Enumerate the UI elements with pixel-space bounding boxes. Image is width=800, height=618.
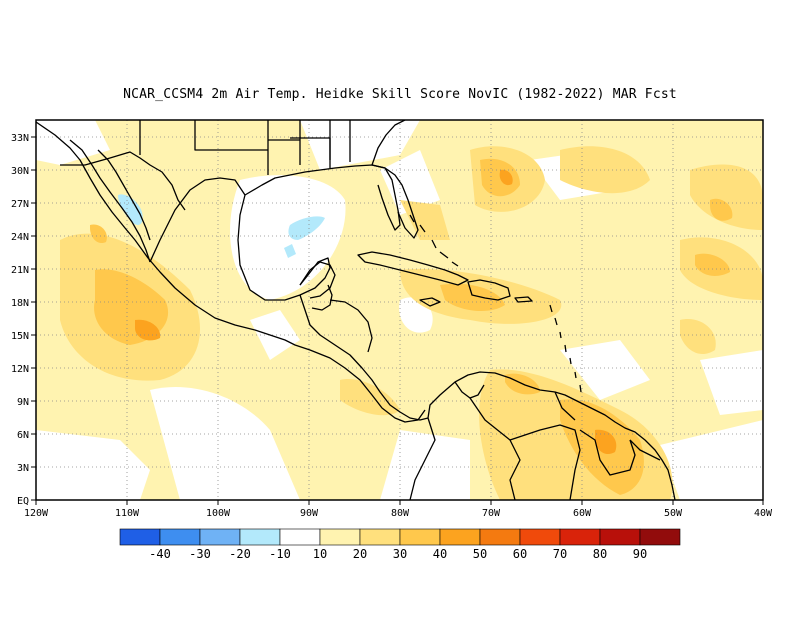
colorbar-swatch [199,528,241,546]
colorbar-swatch [639,528,681,546]
lon-tick-label: 100W [206,508,231,519]
colorbar-swatch [559,528,601,546]
lat-tick-label: 27N [11,199,29,210]
lon-tick-label: 40W [754,508,773,519]
lat-tick-label: 30N [11,166,29,177]
lat-tick-label: 15N [11,331,29,342]
lon-tick-label: 50W [664,508,683,519]
colorbar-label: 70 [553,547,567,561]
colorbar-label: -40 [149,547,171,561]
lat-tick-label: 33N [11,133,29,144]
skill-field [36,120,763,500]
lon-tick-label: 110W [115,508,140,519]
colorbar-label: 40 [433,547,447,561]
colorbar-swatch [319,528,361,546]
coastlines [36,120,676,500]
colorbar-swatch [519,528,561,546]
colorbar-swatch [119,528,161,546]
lat-tick-label: 9N [17,397,29,408]
colorbar-label: -10 [269,547,291,561]
tick-marks [31,136,764,505]
lat-tick-label: 12N [11,364,29,375]
colorbar-swatch [399,528,441,546]
colorbar-swatch [359,528,401,546]
map-title: NCAR_CCSM4 2m Air Temp. Heidke Skill Sco… [123,87,677,102]
colorbar-label: 50 [473,547,487,561]
colorbar-swatch [239,528,281,546]
colorbar-swatch [279,528,321,546]
lon-tick-label: 60W [573,508,592,519]
lat-tick-label: 3N [17,463,29,474]
lat-tick-label: EQ [17,496,29,507]
lat-tick-label: 21N [11,265,29,276]
colorbar-label: -20 [229,547,251,561]
colorbar: -40 -30 -20 -10 10 20 30 40 50 60 70 80 90 [119,528,681,561]
lon-tick-label: 70W [482,508,501,519]
lat-tick-label: 6N [17,430,29,441]
gridlines [36,120,763,500]
colorbar-label: 80 [593,547,607,561]
colorbar-label: -30 [189,547,211,561]
lon-tick-labels: 120W 110W 100W 90W 80W 70W 60W 50W 40W [24,508,773,519]
colorbar-label: 30 [393,547,407,561]
lat-tick-labels: EQ 3N 6N 9N 12N 15N 18N 21N 24N 27N 30N … [11,133,29,507]
colorbar-label: 90 [633,547,647,561]
colorbar-swatch [159,528,201,546]
colorbar-swatch [479,528,521,546]
lon-tick-label: 90W [300,508,319,519]
colorbar-label: 10 [313,547,327,561]
colorbar-label: 60 [513,547,527,561]
colorbar-label: 20 [353,547,367,561]
lat-tick-label: 18N [11,298,29,309]
colorbar-swatch [439,528,481,546]
colorbar-swatch [599,528,641,546]
lon-tick-label: 80W [391,508,410,519]
lon-tick-label: 120W [24,508,49,519]
lat-tick-label: 24N [11,232,29,243]
